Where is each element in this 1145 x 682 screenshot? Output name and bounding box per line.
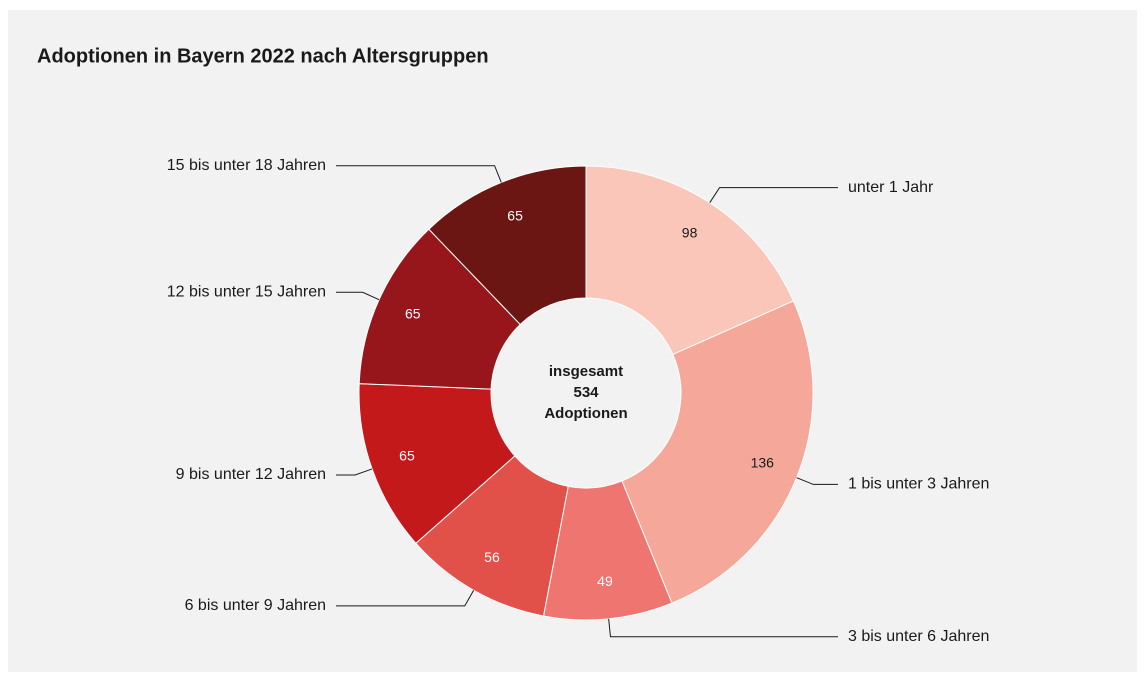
donut-slice [428, 165, 587, 326]
value-label: 56 [484, 549, 500, 565]
center-label: insgesamt [549, 363, 623, 380]
donut-slice [358, 383, 516, 545]
value-label: 136 [751, 455, 775, 471]
center-total: 534 [573, 384, 599, 401]
value-label: 65 [507, 207, 523, 223]
leader-line [336, 291, 380, 301]
donut-slice [358, 228, 521, 390]
donut-slice [621, 300, 814, 604]
leader-line [336, 590, 475, 607]
leader-line [336, 165, 502, 183]
leader-line [336, 468, 373, 476]
value-label: 49 [597, 573, 613, 589]
chart-title: Adoptionen in Bayern 2022 nach Altersgru… [37, 45, 489, 67]
leader-line [796, 477, 838, 485]
category-label: 12 bis unter 15 Jahren [167, 284, 326, 301]
leader-line [608, 618, 838, 638]
value-label: 65 [399, 447, 415, 463]
value-label: 65 [405, 306, 421, 322]
value-label: 98 [682, 224, 698, 240]
leader-line [709, 187, 838, 203]
category-label: 9 bis unter 12 Jahren [176, 466, 326, 483]
donut-slice [585, 165, 795, 356]
center-label: Adoptionen [544, 405, 627, 422]
category-label: unter 1 Jahr [848, 179, 934, 196]
category-label: 15 bis unter 18 Jahren [167, 157, 326, 174]
category-label: 6 bis unter 9 Jahren [185, 597, 326, 614]
category-label: 1 bis unter 3 Jahren [848, 476, 989, 493]
category-label: 3 bis unter 6 Jahren [848, 628, 989, 645]
